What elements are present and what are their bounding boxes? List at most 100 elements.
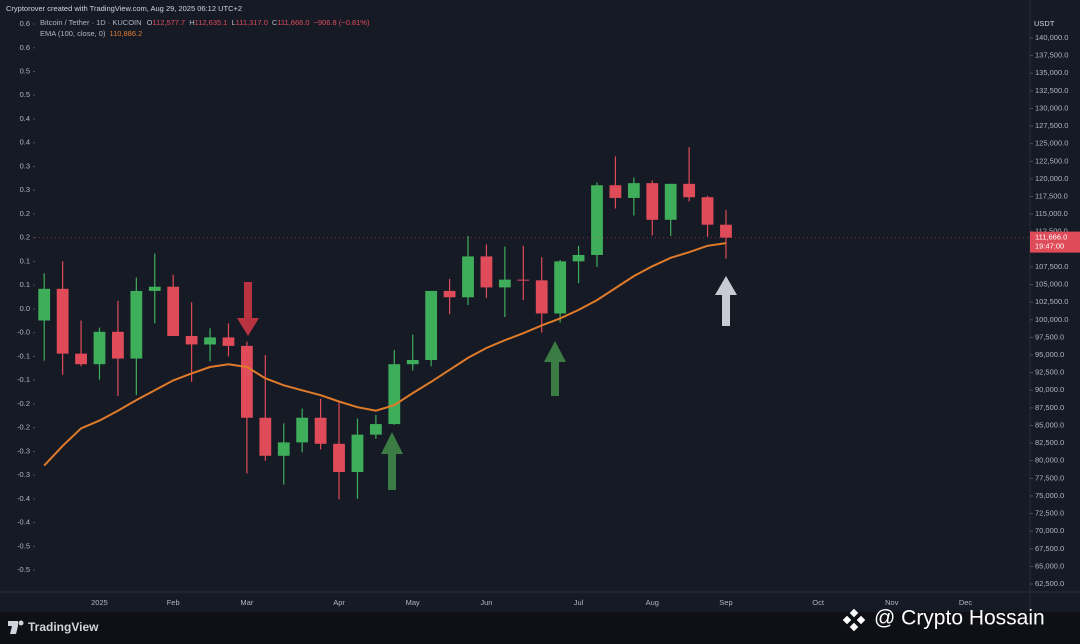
y-tick-label: 87,500.0 [1035, 403, 1064, 412]
y2-tick-label: -0.2 [17, 423, 30, 432]
y-tick-label: 107,500.0 [1035, 262, 1068, 271]
y2-tick-label: 0.6 [20, 19, 30, 28]
x-tick-label: Dec [959, 598, 973, 607]
arrow-up [381, 432, 403, 490]
x-tick-label: May [406, 598, 420, 607]
y-tick-label: 85,000.0 [1035, 420, 1064, 429]
y2-tick-label: 0.0 [20, 304, 30, 313]
y2-tick-label: 0.2 [20, 233, 30, 242]
y-tick-label: 67,500.0 [1035, 544, 1064, 553]
y-tick-label: 92,500.0 [1035, 368, 1064, 377]
ema-line [43, 242, 727, 467]
candle-body [112, 331, 124, 359]
candle-body [259, 417, 272, 456]
candle-body [369, 424, 382, 435]
y-tick-label: 100,000.0 [1035, 315, 1068, 324]
candle-body [204, 337, 216, 345]
legend-value: 112,577.7 [152, 18, 185, 27]
y2-tick-label: -0.0 [17, 328, 30, 337]
candle-body [609, 185, 622, 198]
candle-body [388, 364, 401, 425]
y-tick-label: 95,000.0 [1035, 350, 1064, 359]
y-tick-label: 97,500.0 [1035, 332, 1064, 341]
x-tick-label: Oct [812, 598, 825, 607]
y2-tick-label: 0.1 [20, 280, 30, 289]
x-tick-label: Nov [885, 598, 899, 607]
legend-key: C [272, 18, 278, 27]
y-tick-label: 90,000.0 [1035, 385, 1064, 394]
candle-body [56, 288, 69, 354]
y-tick-label: 65,000.0 [1035, 561, 1064, 570]
watermark: @ Crypto Hossain [874, 607, 1045, 630]
candle-body [130, 290, 143, 359]
candle-body [627, 183, 640, 198]
candle-body [167, 286, 180, 337]
y2-tick-label: -0.4 [17, 518, 30, 527]
y-tick-label: 117,500.0 [1035, 192, 1068, 201]
legend-key: H [189, 18, 194, 27]
x-tick-label: Feb [167, 598, 180, 607]
logo [10, 626, 18, 634]
candle-body [480, 256, 493, 288]
footer-bar [0, 612, 1080, 644]
candle-body [296, 417, 309, 443]
y-tick-label: 122,500.0 [1035, 156, 1068, 165]
x-tick-label: 2025 [91, 598, 108, 607]
y2-tick-label: -0.4 [17, 494, 30, 503]
watermark-logo [842, 608, 866, 632]
currency: USDT [1034, 19, 1055, 28]
y2-tick-label: 0.5 [20, 66, 30, 75]
candle-body [498, 279, 511, 288]
arrow-up [544, 341, 566, 396]
candle-body [591, 185, 603, 255]
legend: Bitcoin / Tether · 1D · KUCOIN O112,577.7… [40, 18, 370, 27]
candle-body [148, 286, 161, 291]
y2-tick-label: -0.2 [17, 399, 30, 408]
countdown: 19:47:00 [1035, 242, 1064, 251]
y-tick-label: 77,500.0 [1035, 473, 1064, 482]
candle-body [572, 254, 585, 262]
x-tick-label: Jul [574, 598, 584, 607]
logo [18, 620, 24, 626]
x-tick-label: Apr [333, 598, 345, 607]
x-tick-label: Aug [646, 598, 659, 607]
candle-body [443, 290, 456, 298]
candle-body [93, 331, 106, 365]
logo [8, 621, 18, 626]
y-tick-label: 135,000.0 [1035, 68, 1068, 77]
y2-tick-label: -0.3 [17, 470, 30, 479]
legend-name: EMA (100, close, 0) [40, 29, 106, 38]
candle-body [664, 183, 677, 220]
candle-body [333, 443, 345, 472]
y2-tick-label: -0.5 [17, 565, 30, 574]
y-tick-label: 140,000.0 [1035, 33, 1068, 42]
y-tick-label: 80,000.0 [1035, 456, 1064, 465]
candle-body [701, 197, 714, 225]
y-tick-label: 125,000.0 [1035, 139, 1068, 148]
y-tick-label: 130,000.0 [1035, 103, 1068, 112]
legend-value: 111,666.0 [277, 18, 309, 27]
y2-tick-label: 0.6 [20, 43, 30, 52]
y-tick-label: 127,500.0 [1035, 121, 1068, 130]
candle-body [38, 288, 51, 321]
legend-value: 110,886.2 [109, 29, 142, 38]
y-tick-label: 105,000.0 [1035, 280, 1068, 289]
y2-tick-label: 0.2 [20, 209, 30, 218]
legend-value: 111,317.0 [236, 18, 268, 27]
legend-title: Bitcoin / Tether · 1D · KUCOIN [40, 18, 142, 27]
price-tag [1030, 231, 1080, 253]
y2-tick-label: 0.3 [20, 161, 30, 170]
y2-tick-label: 0.5 [20, 90, 30, 99]
legend-key: L [231, 18, 235, 27]
brand: TradingView [28, 620, 99, 634]
legend-key: O [147, 18, 153, 27]
y2-tick-label: 0.4 [20, 114, 30, 123]
x-tick-label: Sep [719, 598, 732, 607]
candle-body [720, 224, 732, 238]
y-tick-label: 120,000.0 [1035, 174, 1068, 183]
candle-body [646, 183, 659, 220]
candle-body [462, 256, 474, 298]
